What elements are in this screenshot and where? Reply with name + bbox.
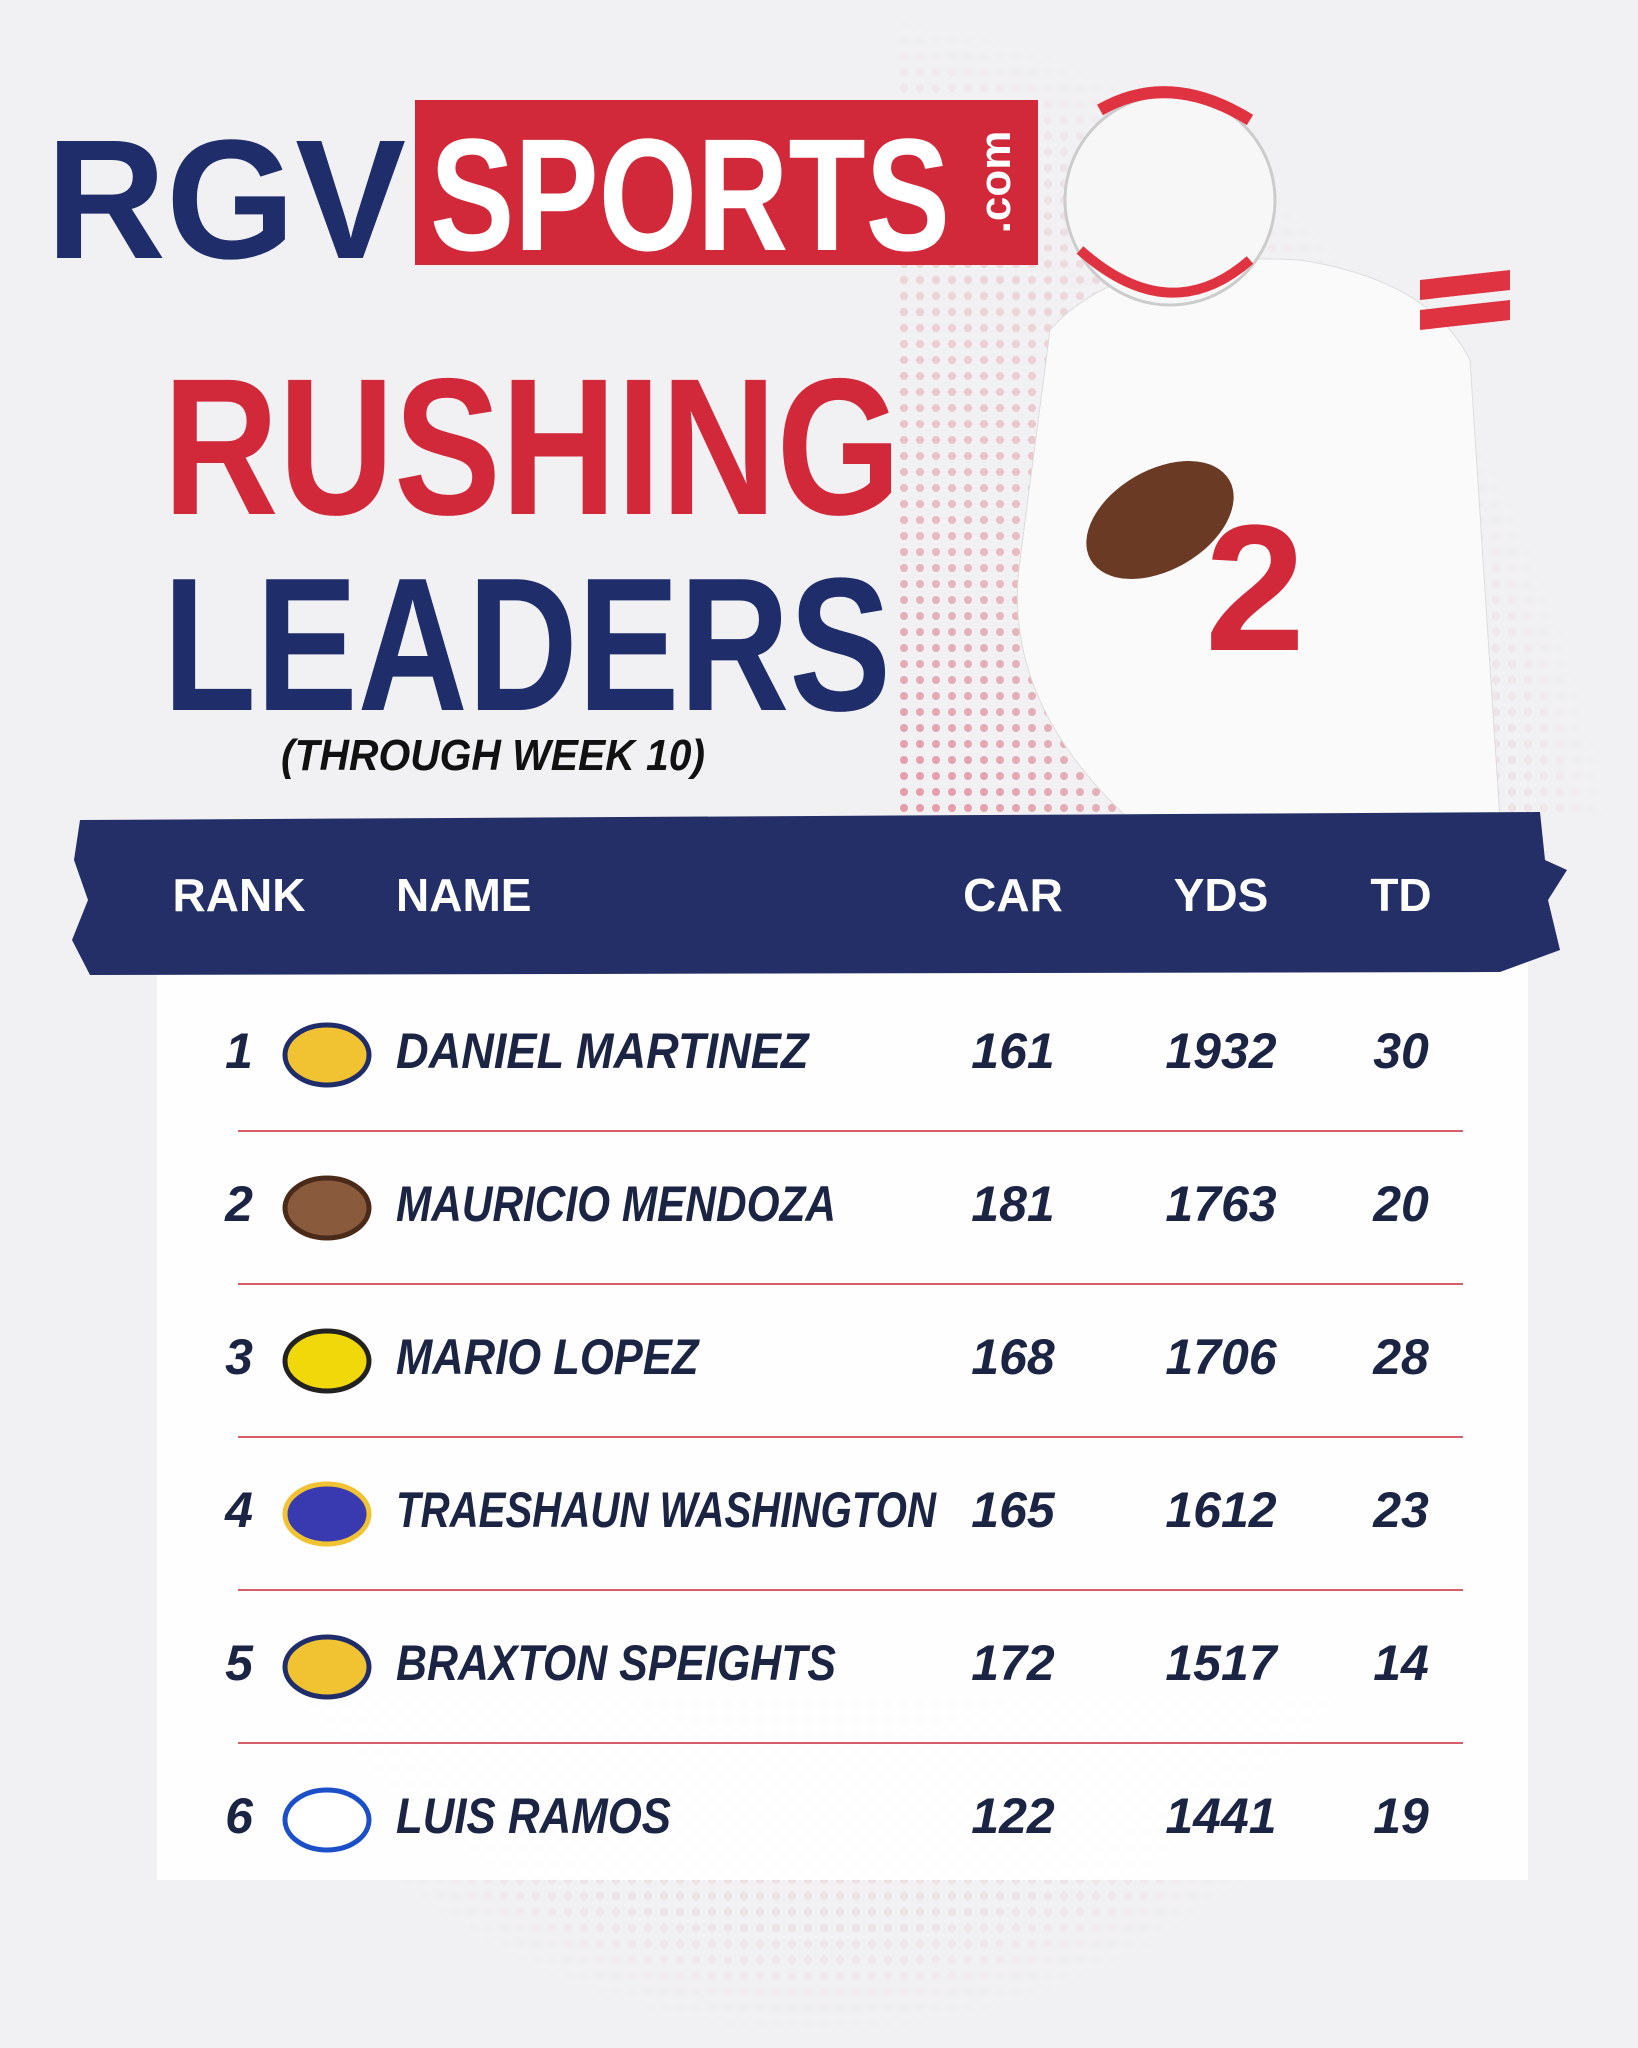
- player-name: DANIEL MARTINEZ: [396, 1023, 811, 1079]
- touchdowns: 19: [1373, 1788, 1429, 1844]
- team-logo: [282, 1787, 372, 1853]
- rank: 2: [224, 1176, 253, 1232]
- player-name: MARIO LOPEZ: [396, 1329, 701, 1385]
- player-name: MAURICIO MENDOZA: [396, 1176, 836, 1232]
- carries: 172: [971, 1635, 1055, 1691]
- player-photo: 2: [1016, 86, 1510, 821]
- player-name: LUIS RAMOS: [396, 1788, 671, 1844]
- yards: 1612: [1165, 1482, 1276, 1538]
- rank: 6: [225, 1788, 254, 1844]
- touchdowns: 14: [1373, 1635, 1429, 1691]
- yards: 1706: [1165, 1329, 1277, 1385]
- touchdowns: 30: [1373, 1023, 1429, 1079]
- team-logo: [282, 1634, 372, 1700]
- name-header: NAME: [396, 869, 531, 921]
- table-header-band: [72, 812, 1567, 975]
- touchdowns: 20: [1372, 1176, 1429, 1232]
- td-header: TD: [1370, 869, 1431, 921]
- car-header: CAR: [963, 869, 1063, 921]
- yards: 1517: [1165, 1635, 1278, 1691]
- logo-box: [415, 100, 1038, 265]
- yards: 1441: [1165, 1788, 1276, 1844]
- carries: 122: [971, 1788, 1055, 1844]
- svg-text:2: 2: [1205, 488, 1305, 689]
- carries: 181: [971, 1176, 1054, 1232]
- logo-rgv: RGV: [46, 105, 406, 295]
- logo-suffix: .com: [971, 131, 1020, 234]
- player-name: TRAESHAUN WASHINGTON: [396, 1482, 937, 1538]
- player-name: BRAXTON SPEIGHTS: [396, 1635, 836, 1691]
- carries: 165: [971, 1482, 1056, 1538]
- touchdowns: 28: [1372, 1329, 1429, 1385]
- carries: 168: [971, 1329, 1055, 1385]
- carries: 161: [971, 1023, 1054, 1079]
- logo-sports: SPORTS: [430, 105, 950, 284]
- rank: 5: [225, 1635, 254, 1691]
- yds-header: YDS: [1174, 869, 1269, 921]
- touchdowns: 23: [1372, 1482, 1429, 1538]
- team-logo: [282, 1328, 372, 1394]
- yards: 1763: [1165, 1176, 1276, 1232]
- title-line-2: LEADERS: [163, 539, 891, 751]
- rank: 1: [225, 1023, 253, 1079]
- rank: 3: [225, 1329, 253, 1385]
- title-line-1: RUSHING: [163, 338, 901, 556]
- subtitle: (THROUGH WEEK 10): [281, 731, 705, 780]
- table: RANK NAME CAR YDS TD1 DANIEL MARTINEZ 161 1932 3…: [173, 869, 1463, 1853]
- team-logo: [282, 1481, 372, 1547]
- team-logo: [282, 1175, 372, 1241]
- table-panel: [157, 960, 1528, 1880]
- rank-header: RANK: [173, 869, 306, 921]
- rank: 4: [224, 1482, 253, 1538]
- team-logo: [282, 1022, 372, 1088]
- yards: 1932: [1165, 1023, 1276, 1079]
